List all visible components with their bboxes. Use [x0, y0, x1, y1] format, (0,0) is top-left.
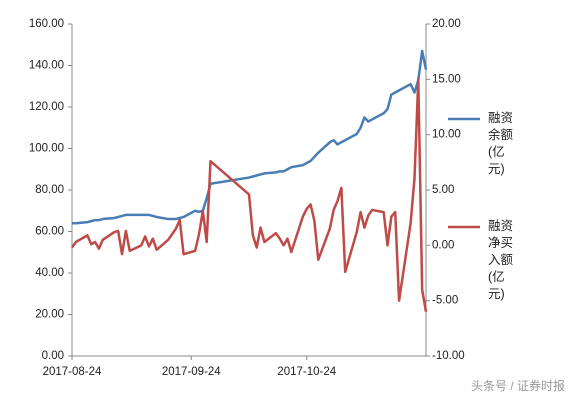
- series-line: [70, 78, 428, 312]
- watermark: 头条号 / 证券时报: [470, 379, 565, 393]
- y2-tick-label: -5.00: [432, 295, 458, 307]
- y-tick-label: 40.00: [35, 267, 64, 279]
- y2-tick-label: 0.00: [432, 239, 454, 251]
- legend-label: 融资净买入额(亿元): [488, 219, 514, 301]
- y2-tick-label: 10.00: [432, 129, 461, 141]
- y-tick-label: 140.00: [29, 60, 64, 72]
- y2-tick-label: 5.00: [432, 184, 454, 196]
- y-tick-label: 60.00: [35, 226, 64, 238]
- legend-label: 融资余额(亿元): [488, 111, 514, 176]
- y-tick-label: 120.00: [29, 101, 64, 113]
- y2-tick-label: 20.00: [432, 18, 461, 30]
- y-tick-label: 20.00: [35, 309, 64, 321]
- y-tick-label: 0.00: [42, 350, 64, 362]
- y-tick-label: 100.00: [29, 143, 64, 155]
- y-tick-label: 160.00: [29, 18, 64, 30]
- y-tick-label: 80.00: [35, 184, 64, 196]
- x-tick-label: 2017-08-24: [43, 366, 102, 378]
- x-tick-label: 2017-10-24: [277, 366, 336, 378]
- series-line: [72, 49, 428, 225]
- y2-tick-label: -10.00: [432, 350, 465, 362]
- x-tick-label: 2017-09-24: [162, 366, 221, 378]
- y2-tick-label: 15.00: [432, 73, 461, 85]
